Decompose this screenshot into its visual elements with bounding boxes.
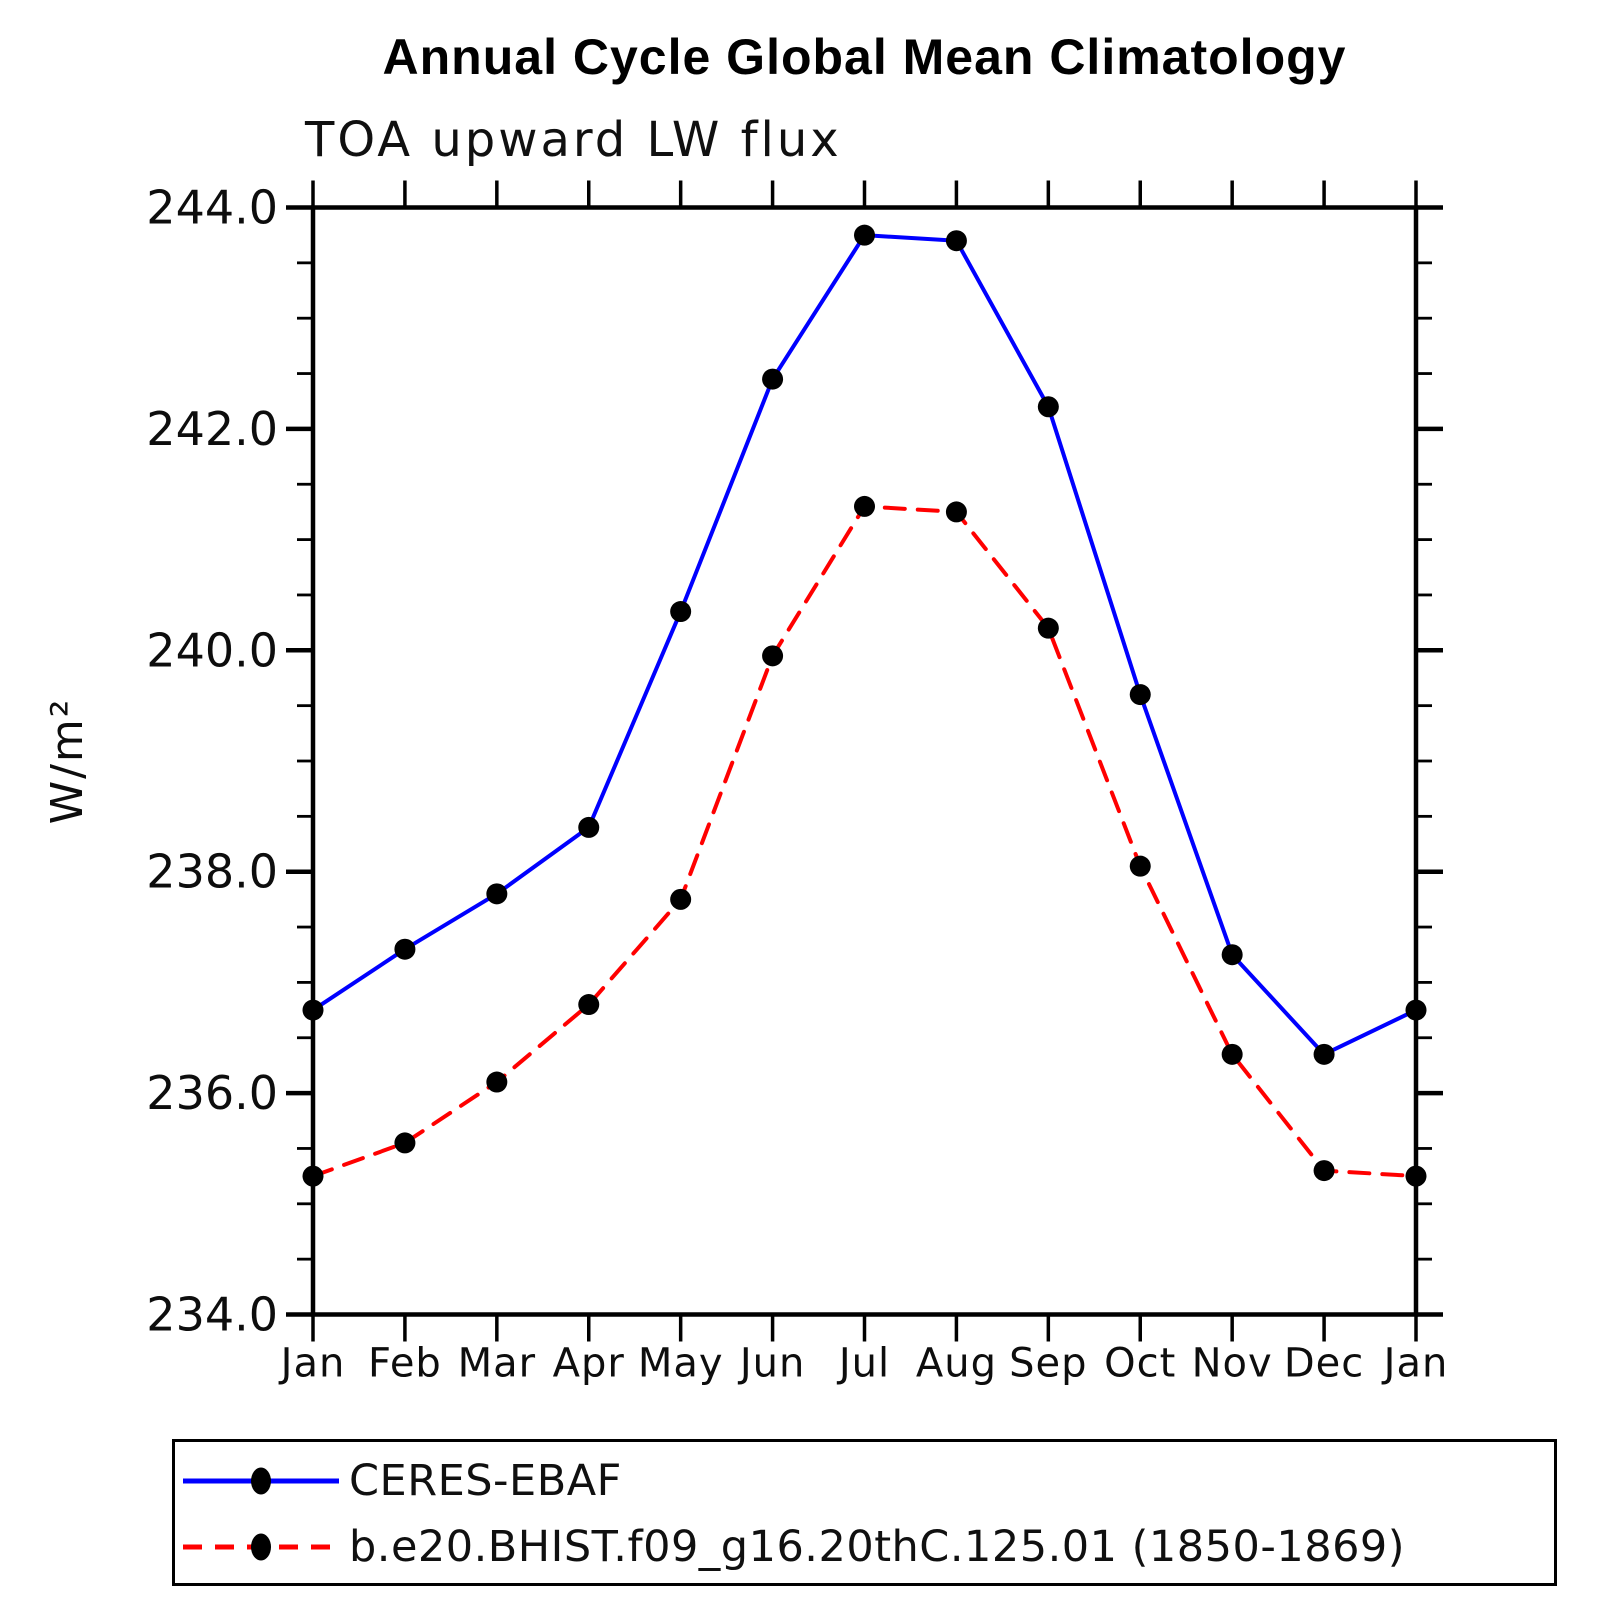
legend: CERES-EBAF b.e20.BHIST.f09_g16.20thC.125…: [172, 1439, 1557, 1586]
data-point-marker: [578, 816, 600, 838]
x-tick-label: Apr: [553, 1341, 625, 1387]
y-tick-label: 238.0: [146, 845, 278, 899]
legend-label-ceres-ebaf: CERES-EBAF: [349, 1456, 622, 1506]
x-tick-label: Mar: [458, 1341, 536, 1387]
data-point-marker: [1037, 617, 1059, 639]
data-point-marker: [486, 883, 508, 905]
data-point-marker: [762, 645, 784, 667]
series-line-0: [311, 233, 1418, 1057]
x-tick-label: Feb: [368, 1341, 442, 1387]
x-tick-label: Sep: [1009, 1341, 1087, 1387]
data-point-marker: [486, 1071, 508, 1093]
chart-subtitle: TOA upward LW flux: [305, 112, 842, 168]
data-point-marker: [394, 938, 416, 960]
legend-item-model: b.e20.BHIST.f09_g16.20thC.125.01 (1850-1…: [179, 1516, 1405, 1578]
data-point-marker: [302, 999, 324, 1021]
data-point-marker: [945, 501, 967, 523]
legend-line-sample-dashed: [183, 1533, 339, 1561]
x-tick-label: Jan: [1381, 1341, 1449, 1387]
legend-marker-dot-icon: [251, 1467, 271, 1495]
chart-title: Annual Cycle Global Mean Climatology: [382, 29, 1347, 85]
data-point-marker: [1313, 1043, 1335, 1065]
data-point-marker: [1221, 944, 1243, 966]
x-tick-label: Nov: [1192, 1341, 1273, 1387]
data-point-marker: [1037, 396, 1059, 418]
data-point-marker: [670, 888, 692, 910]
data-point-marker: [1405, 999, 1427, 1021]
legend-line-sample-solid: [183, 1467, 339, 1495]
data-point-marker: [1129, 684, 1151, 706]
data-point-marker: [1313, 1160, 1335, 1182]
legend-label-model: b.e20.BHIST.f09_g16.20thC.125.01 (1850-1…: [349, 1522, 1406, 1572]
y-tick-label: 244.0: [146, 181, 278, 235]
data-point-marker: [945, 230, 967, 252]
y-tick-label: 236.0: [146, 1066, 278, 1120]
plot-border: [310, 205, 1419, 1317]
data-point-marker: [302, 1165, 324, 1187]
data-point-marker: [394, 1132, 416, 1154]
data-point-marker: [1405, 1165, 1427, 1187]
x-tick-label: Oct: [1104, 1341, 1176, 1387]
y-tick-label: 240.0: [146, 623, 278, 677]
data-point-marker: [1221, 1043, 1243, 1065]
legend-item-ceres-ebaf: CERES-EBAF: [179, 1450, 622, 1512]
y-tick-label: 242.0: [146, 402, 278, 456]
data-point-marker: [854, 495, 875, 517]
series-line-1: [311, 504, 1418, 1179]
x-tick-label: May: [638, 1341, 724, 1387]
data-point-marker: [762, 368, 784, 390]
x-tick-label: Jan: [278, 1341, 346, 1387]
data-point-marker: [578, 994, 600, 1016]
y-tick-label: 234.0: [146, 1288, 278, 1342]
data-point-marker: [670, 601, 692, 623]
x-tick-label: Jun: [737, 1341, 806, 1387]
x-tick-label: Jul: [836, 1341, 890, 1387]
x-tick-label: Dec: [1284, 1341, 1364, 1387]
y-axis-title: W/m²: [42, 698, 93, 825]
data-point-marker: [854, 224, 875, 246]
legend-marker-dot-icon: [251, 1533, 271, 1561]
x-tick-label: Aug: [916, 1341, 997, 1387]
data-point-marker: [1129, 855, 1151, 877]
